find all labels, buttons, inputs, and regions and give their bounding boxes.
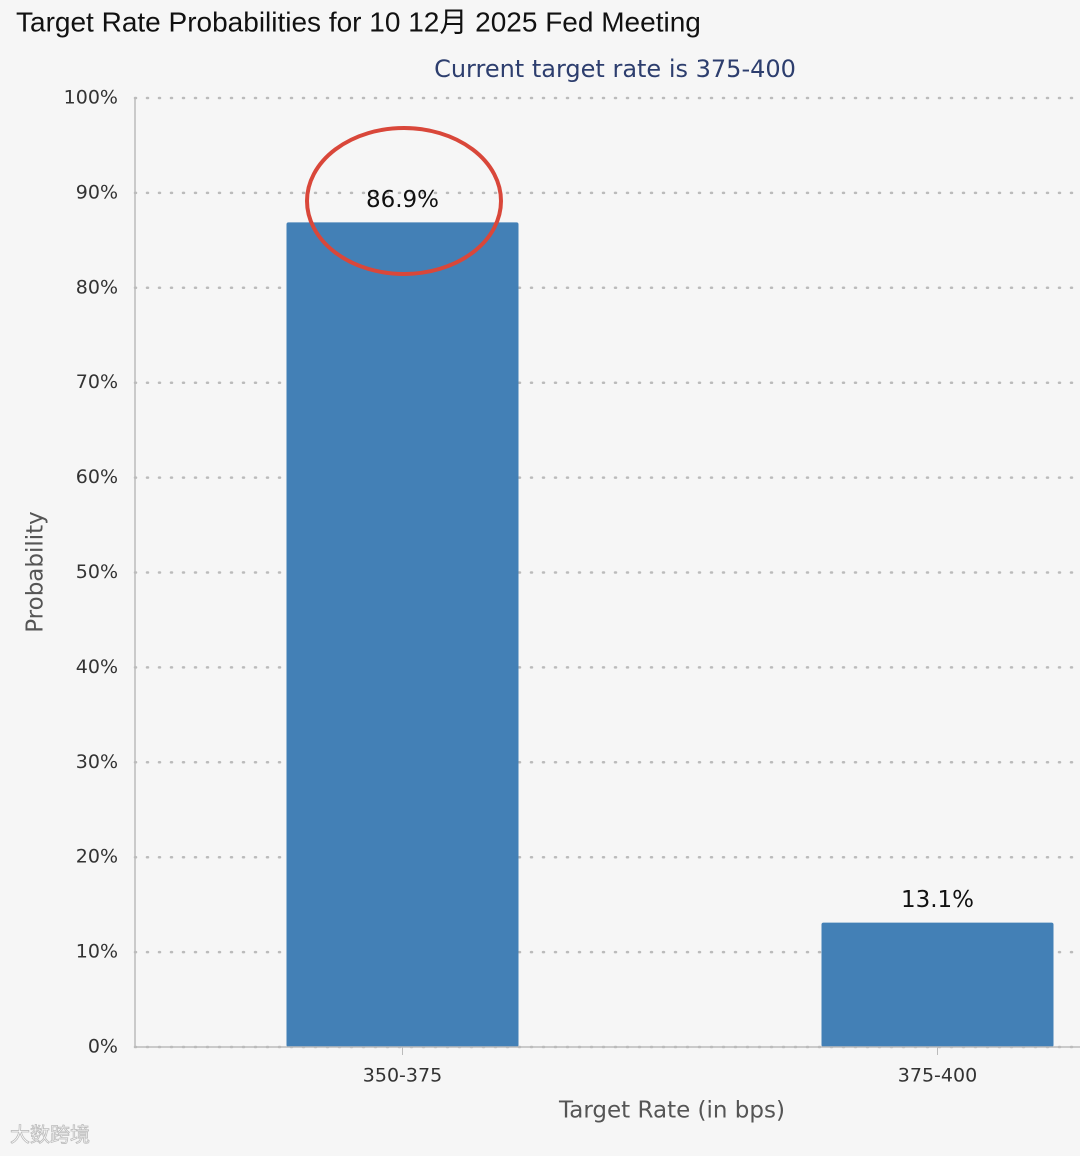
chart-subtitle: Current target rate is 375-400 bbox=[434, 55, 796, 83]
watermark: 大数跨境 bbox=[10, 1123, 90, 1147]
chart-title: Target Rate Probabilities for 10 12月 202… bbox=[16, 6, 701, 37]
y-tick-label: 20% bbox=[76, 846, 118, 868]
y-tick-label: 30% bbox=[76, 751, 118, 773]
y-tick-label: 100% bbox=[64, 87, 118, 109]
marks: 350-375 86.9% 375-400 13.1% bbox=[286, 187, 1054, 1087]
value-label: 13.1% bbox=[901, 887, 974, 913]
x-tick-label: 350-375 bbox=[363, 1065, 442, 1087]
y-tick-label: 50% bbox=[76, 561, 118, 583]
y-tick-label: 90% bbox=[76, 181, 118, 203]
highlight-ellipse bbox=[305, 126, 503, 276]
y-tick-label: 10% bbox=[76, 941, 118, 963]
x-axis-label: Target Rate (in bps) bbox=[558, 1098, 785, 1124]
value-label: 86.9% bbox=[366, 187, 439, 213]
y-tick-label: 0% bbox=[88, 1036, 118, 1058]
y-axis-label: Probability bbox=[23, 511, 49, 633]
y-tick-label: 60% bbox=[76, 466, 118, 488]
y-tick-label: 70% bbox=[76, 371, 118, 393]
x-tick-label: 375-400 bbox=[898, 1065, 977, 1087]
bar bbox=[286, 222, 519, 1048]
bar bbox=[821, 922, 1054, 1047]
y-tick-label: 80% bbox=[76, 276, 118, 298]
y-tick-label: 40% bbox=[76, 656, 118, 678]
